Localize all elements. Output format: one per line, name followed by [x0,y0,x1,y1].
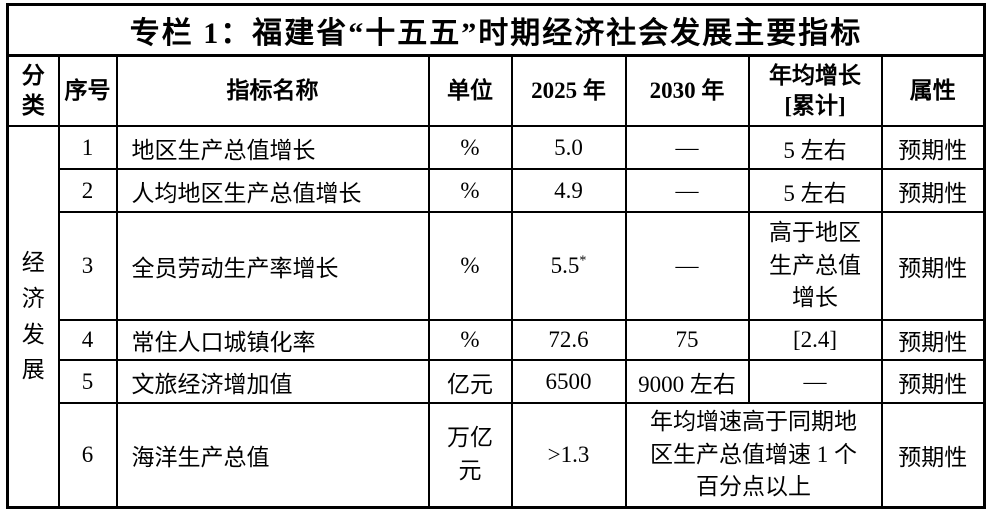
col-header-attribute: 属性 [880,54,986,127]
table-header-row: 分类 序号 指标名称 单位 2025 年 2030 年 年均增长 [累计] 属性 [6,54,986,127]
col-header-unit: 单位 [427,54,513,127]
value-2025: 5.5* [510,211,627,321]
col-header-index: 序号 [57,54,118,127]
value-2030: 9000 左右 [624,359,750,404]
indicators-table: 专栏 1：福建省“十五五”时期经济社会发展主要指标 分类 序号 指标名称 单位 … [6,3,986,509]
row-index: 5 [57,359,118,404]
unit-cell: 亿元 [427,359,513,404]
row-index: 1 [57,125,118,170]
attribute-cell: 预期性 [880,402,986,509]
row-index: 4 [57,319,118,361]
table-row: 6 海洋生产总值 万亿 元 >1.3 年均增速高于同期地 区生产总值增速 1 个… [8,402,986,509]
value-2025: 4.9 [510,168,627,213]
footnote-asterisk: * [579,253,587,269]
row-index: 2 [57,168,118,213]
indicator-name: 地区生产总值增长 [115,125,430,170]
attribute-cell: 预期性 [880,211,986,321]
value-2030: — [624,168,750,213]
indicator-name: 常住人口城镇化率 [115,319,430,361]
growth-cell: 5 左右 [747,168,883,213]
growth-cell: [2.4] [747,319,883,361]
growth-cell: 5 左右 [747,125,883,170]
indicator-name: 人均地区生产总值增长 [115,168,430,213]
attribute-cell: 预期性 [880,125,986,170]
col-header-2025: 2025 年 [510,54,627,127]
value-2030: — [624,211,750,321]
col-header-2030: 2030 年 [624,54,750,127]
table-row: 5 文旅经济增加值 亿元 6500 9000 左右 — 预期性 [8,359,986,404]
growth-cell: — [747,359,883,404]
col-header-indicator: 指标名称 [115,54,430,127]
table-row: 2 人均地区生产总值增长 % 4.9 — 5 左右 预期性 [8,168,986,213]
indicator-name: 文旅经济增加值 [115,359,430,404]
attribute-cell: 预期性 [880,319,986,361]
table-row: 3 全员劳动生产率增长 % 5.5* — 高于地区 生产总值 增长 预期性 [8,211,986,321]
value-2025-number: 5.5 [550,253,580,278]
value-2030: 75 [624,319,750,361]
indicator-name: 全员劳动生产率增长 [115,211,430,321]
value-2030: — [624,125,750,170]
unit-cell: % [427,319,513,361]
table-row: 4 常住人口城镇化率 % 72.6 75 [2.4] 预期性 [8,319,986,361]
table-title: 专栏 1：福建省“十五五”时期经济社会发展主要指标 [6,3,986,57]
value-2025: 6500 [510,359,627,404]
attribute-cell: 预期性 [880,359,986,404]
col-header-growth: 年均增长 [累计] [747,54,883,127]
value-2025: 5.0 [510,125,627,170]
unit-cell: % [427,168,513,213]
growth-cell: 高于地区 生产总值 增长 [747,211,883,321]
merged-2030-growth-cell: 年均增速高于同期地 区生产总值增速 1 个 百分点以上 [624,402,883,509]
attribute-cell: 预期性 [880,168,986,213]
row-index: 6 [57,402,118,509]
table-title-row: 专栏 1：福建省“十五五”时期经济社会发展主要指标 [6,3,986,57]
value-2025: 72.6 [510,319,627,361]
unit-cell: % [427,211,513,321]
row-index: 3 [57,211,118,321]
col-header-category: 分类 [6,54,60,127]
unit-cell: % [427,125,513,170]
table-row: 经济发展 1 地区生产总值增长 % 5.0 — 5 左右 预期性 [6,125,986,509]
category-group-cell: 经济发展 [6,125,60,509]
